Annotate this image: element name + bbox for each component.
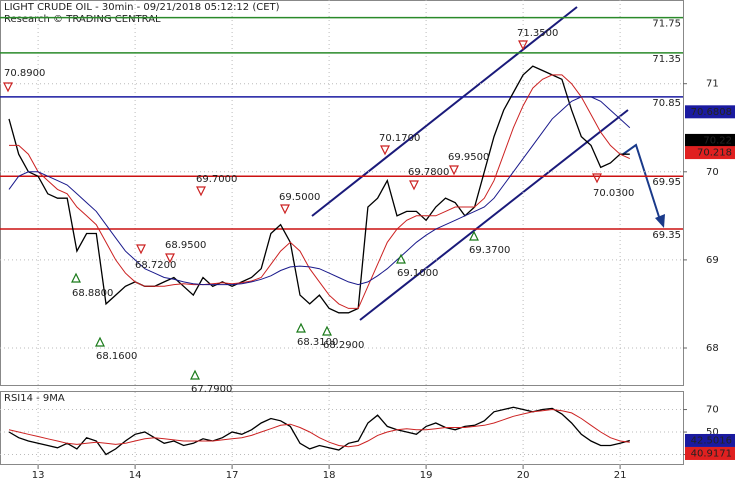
- low-marker: [322, 325, 332, 336]
- high-marker: [592, 173, 602, 184]
- level-label: 71.35: [652, 54, 681, 65]
- annotation-label: 68.9500: [165, 240, 206, 251]
- high-marker: [280, 204, 290, 215]
- y-tick-label: 68: [706, 343, 719, 354]
- level-label: 69.95: [652, 177, 681, 188]
- value-box-label: 70.218: [697, 148, 732, 159]
- value-box-label: 42.5016: [691, 435, 732, 446]
- annotation-label: 68.2900: [323, 340, 364, 351]
- level-label: 70.85: [652, 98, 681, 109]
- low-marker: [296, 322, 306, 333]
- low-marker: [469, 230, 479, 241]
- annotation-label: 71.3500: [517, 28, 558, 39]
- y-tick-label: 70: [706, 167, 719, 178]
- channel-upper: [311, 6, 578, 217]
- value-box: [685, 433, 735, 447]
- level-label: 71.75: [652, 19, 681, 30]
- y-tick-label: 71: [706, 79, 719, 90]
- annotation-label: 68.8800: [72, 288, 113, 299]
- x-tick-label: 20: [517, 470, 530, 480]
- annotation-label: 70.8900: [4, 68, 45, 79]
- rsi-panel: [0, 391, 684, 465]
- level-label: 69.35: [652, 230, 681, 241]
- value-box: [685, 133, 735, 147]
- high-marker: [165, 253, 175, 264]
- y-tick-label: 50: [706, 427, 719, 438]
- series-line: [8, 408, 630, 448]
- value-box-label: 70.22: [703, 135, 732, 146]
- low-marker: [190, 369, 200, 380]
- annotation-label: 67.7900: [191, 384, 232, 395]
- high-marker: [518, 40, 528, 51]
- annotation-label: 69.7000: [196, 174, 237, 185]
- low-marker: [396, 253, 406, 264]
- value-box-label: 40.9171: [691, 448, 732, 459]
- value-box-label: 70.6808: [691, 107, 732, 118]
- annotation-label: 70.0300: [593, 188, 634, 199]
- value-box: [685, 105, 735, 119]
- x-tick-label: 19: [420, 470, 433, 480]
- arrow-head: [655, 214, 665, 228]
- x-tick-label: 13: [32, 470, 45, 480]
- high-marker: [196, 186, 206, 197]
- high-marker: [3, 82, 13, 93]
- annotation-label: 68.3100: [297, 337, 338, 348]
- rsi-title: RSI14 - 9MA: [4, 393, 65, 404]
- chart-subtitle: Research © TRADING CENTRAL: [4, 14, 161, 25]
- low-marker: [95, 336, 105, 347]
- high-marker: [409, 180, 419, 191]
- series-line: [8, 96, 631, 286]
- x-tick-label: 18: [323, 470, 336, 480]
- x-tick-label: 14: [129, 470, 142, 480]
- x-tick-label: 17: [226, 470, 239, 480]
- high-marker: [380, 145, 390, 156]
- annotation-label: 69.3700: [469, 245, 510, 256]
- forecast-arrow: [621, 143, 661, 221]
- high-marker: [136, 244, 146, 255]
- annotation-label: 69.1000: [397, 268, 438, 279]
- annotation-label: 68.1600: [96, 351, 137, 362]
- value-box: [685, 446, 735, 460]
- x-tick-label: 21: [614, 470, 627, 480]
- annotation-label: 68.7200: [135, 260, 176, 271]
- annotation-label: 70.1700: [379, 133, 420, 144]
- annotation-label: 69.9500: [448, 152, 489, 163]
- annotation-label: 69.7800: [408, 167, 449, 178]
- annotation-label: 69.5000: [279, 192, 320, 203]
- chart-title: LIGHT CRUDE OIL - 30min - 09/21/2018 05:…: [4, 2, 280, 13]
- y-tick-label: 69: [706, 255, 719, 266]
- channel-lower: [359, 109, 629, 321]
- low-marker: [71, 272, 81, 283]
- series-line: [8, 65, 630, 314]
- series-line: [8, 406, 630, 456]
- series-line: [9, 74, 631, 309]
- high-marker: [449, 165, 459, 176]
- main-panel: [0, 0, 684, 386]
- y-tick-label: 70: [706, 405, 719, 416]
- value-box: [685, 146, 735, 160]
